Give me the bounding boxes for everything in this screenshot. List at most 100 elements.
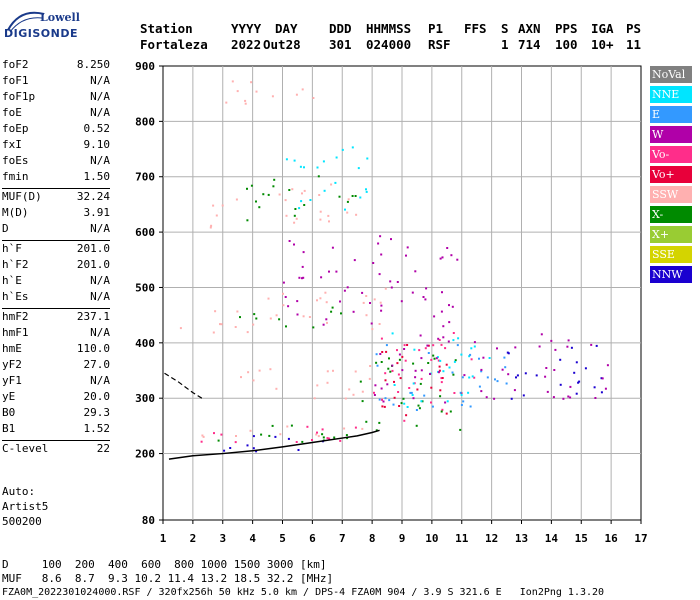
- point-w: [414, 376, 417, 379]
- point-x: [375, 429, 378, 432]
- point-w: [282, 281, 285, 284]
- point-x: [255, 200, 257, 203]
- point-x: [415, 424, 418, 427]
- point-x: [338, 195, 341, 198]
- point-nne: [293, 159, 296, 162]
- point-nne: [460, 393, 463, 396]
- point-nne: [309, 199, 312, 201]
- point-ssw: [369, 365, 372, 367]
- point-w: [473, 341, 476, 344]
- header-value-4: 024000: [366, 37, 412, 52]
- point-w: [320, 276, 323, 279]
- point-e: [505, 382, 508, 385]
- point-w: [440, 310, 443, 313]
- point-ssw: [282, 304, 285, 307]
- point-x: [293, 214, 296, 217]
- point-e: [415, 409, 418, 411]
- point-nne: [300, 200, 303, 203]
- param-row-hme: hmE 110.0: [2, 342, 110, 358]
- param-row-ye: yE 20.0: [2, 390, 110, 406]
- point-w: [451, 305, 454, 308]
- point-vo: [381, 405, 384, 408]
- point-e: [504, 366, 507, 369]
- param-name: D: [2, 222, 9, 235]
- point-x: [421, 400, 424, 403]
- point-w: [377, 242, 380, 245]
- point-x: [345, 434, 348, 437]
- x-tick-label: 9: [399, 532, 406, 545]
- point-vo: [440, 343, 443, 346]
- point-w: [425, 287, 428, 290]
- point-vo: [405, 414, 408, 417]
- header-value-1: 2022: [231, 37, 262, 52]
- point-w: [513, 389, 516, 392]
- point-nnw: [515, 376, 517, 379]
- param-row-hes: h`Es N/A: [2, 290, 110, 306]
- point-vo: [439, 389, 442, 392]
- param-value: N/A: [90, 326, 110, 339]
- point-ssw: [326, 381, 329, 384]
- point-nnw: [223, 449, 226, 452]
- point-vo: [440, 381, 443, 384]
- point-nne: [439, 359, 442, 362]
- point-ssw: [225, 101, 228, 104]
- point-x: [340, 312, 342, 315]
- point-w: [496, 347, 498, 350]
- header-label-ddd: DDD: [329, 21, 352, 36]
- param-value: 29.3: [83, 406, 111, 419]
- param-row-fof1: foF1 N/A: [2, 74, 110, 90]
- point-vo: [354, 426, 357, 429]
- point-ssw: [348, 388, 351, 391]
- y-tick-label: 900: [135, 60, 155, 73]
- point-ssw: [330, 183, 333, 186]
- point-w: [420, 369, 423, 372]
- param-value: 3.91: [83, 206, 111, 219]
- header-value-3: 301: [329, 37, 352, 52]
- point-x: [268, 434, 271, 437]
- param-row-fof2: foF2 8.250: [2, 58, 110, 74]
- point-ssw: [295, 93, 298, 96]
- param-name: yF1: [2, 374, 22, 387]
- point-vo: [373, 391, 375, 394]
- point-ssw: [293, 221, 296, 224]
- param-value: N/A: [90, 154, 110, 167]
- point-ssw: [269, 368, 272, 371]
- dashed-trace: [164, 372, 203, 399]
- point-w: [288, 240, 291, 242]
- point-nne: [460, 353, 463, 356]
- param-row-hf: h`F 201.0: [2, 242, 110, 258]
- point-e: [392, 403, 395, 406]
- point-w: [606, 364, 609, 367]
- point-e: [496, 380, 499, 383]
- param-value: 32.24: [76, 190, 110, 203]
- point-nne: [316, 166, 319, 169]
- point-w: [567, 339, 570, 342]
- point-nne: [403, 402, 406, 405]
- param-name: foE: [2, 106, 22, 119]
- point-e: [427, 352, 430, 354]
- point-vo: [406, 344, 409, 346]
- param-name: hmE: [2, 342, 22, 355]
- point-x: [354, 195, 357, 197]
- point-w: [493, 397, 496, 400]
- y-tick-label: 300: [135, 392, 155, 405]
- param-row-hmf2: hmF2 237.1: [2, 310, 110, 326]
- param-name: foF1: [2, 74, 29, 87]
- point-x: [346, 437, 349, 440]
- param-name: C-level: [2, 442, 49, 455]
- point-nne: [299, 165, 302, 168]
- point-vo: [403, 344, 406, 347]
- point-ssw: [269, 317, 272, 320]
- point-vo: [441, 377, 444, 379]
- header-value-8: 100: [555, 37, 578, 52]
- point-ssw: [361, 390, 364, 393]
- point-x: [365, 420, 368, 423]
- point-e: [462, 400, 465, 403]
- point-vo: [380, 337, 383, 340]
- x-tick-label: 12: [485, 532, 498, 545]
- point-x: [290, 424, 293, 427]
- point-w: [420, 357, 423, 360]
- point-w: [406, 246, 409, 249]
- point-nne: [411, 394, 414, 396]
- point-vo: [306, 425, 309, 428]
